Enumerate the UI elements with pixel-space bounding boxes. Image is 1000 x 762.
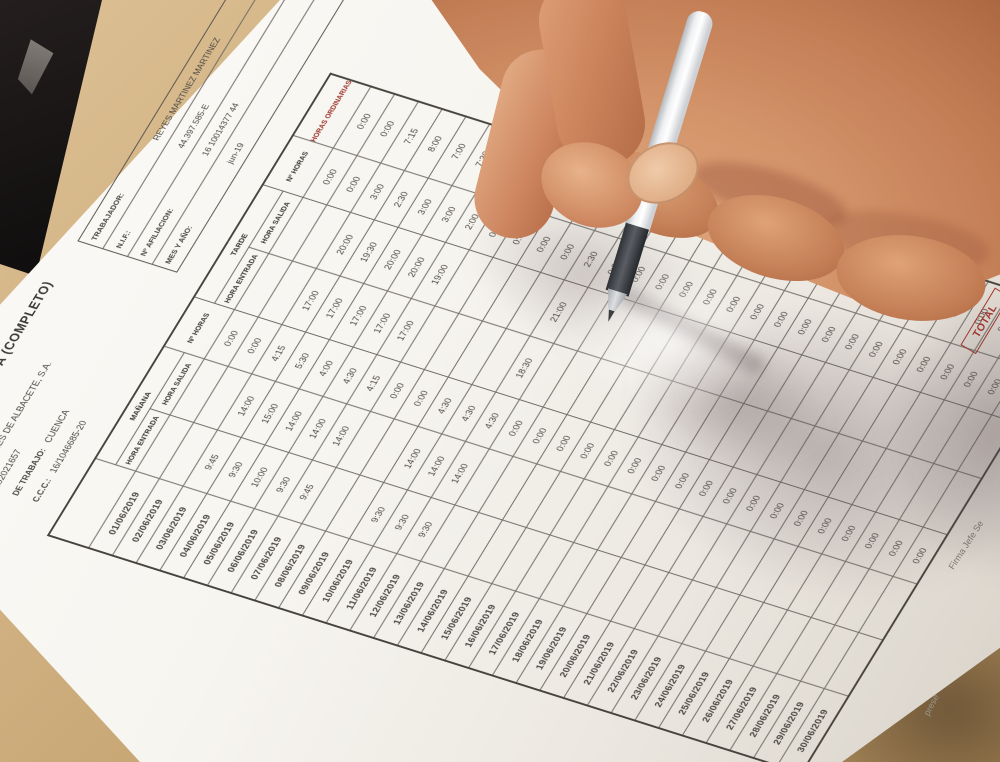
pen-tip — [605, 309, 614, 322]
mesano-value: jun-19 — [223, 141, 246, 165]
